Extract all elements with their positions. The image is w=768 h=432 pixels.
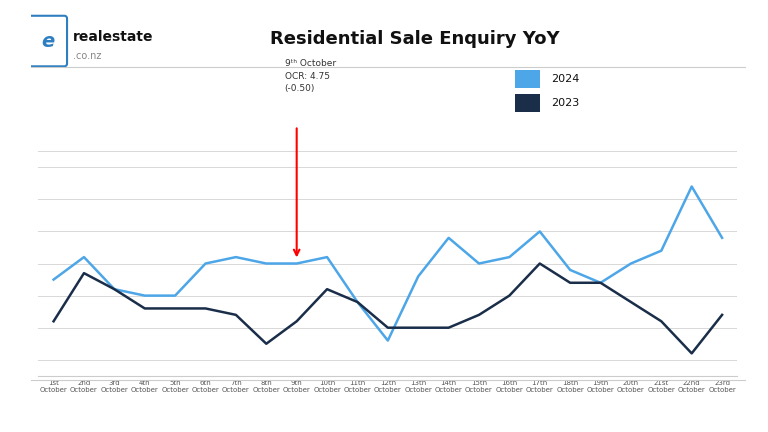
Text: 2023: 2023 [551,98,579,108]
Text: e: e [41,32,55,51]
FancyBboxPatch shape [28,16,67,67]
Text: .co.nz: .co.nz [73,51,101,61]
Text: realestate: realestate [73,30,154,44]
Text: 2024: 2024 [551,73,580,84]
Text: 9ᵗʰ October
OCR: 4.75
(-0.50): 9ᵗʰ October OCR: 4.75 (-0.50) [284,60,336,93]
FancyBboxPatch shape [515,94,541,112]
Text: Residential Sale Enquiry YoY: Residential Sale Enquiry YoY [270,30,560,48]
FancyBboxPatch shape [515,70,541,88]
